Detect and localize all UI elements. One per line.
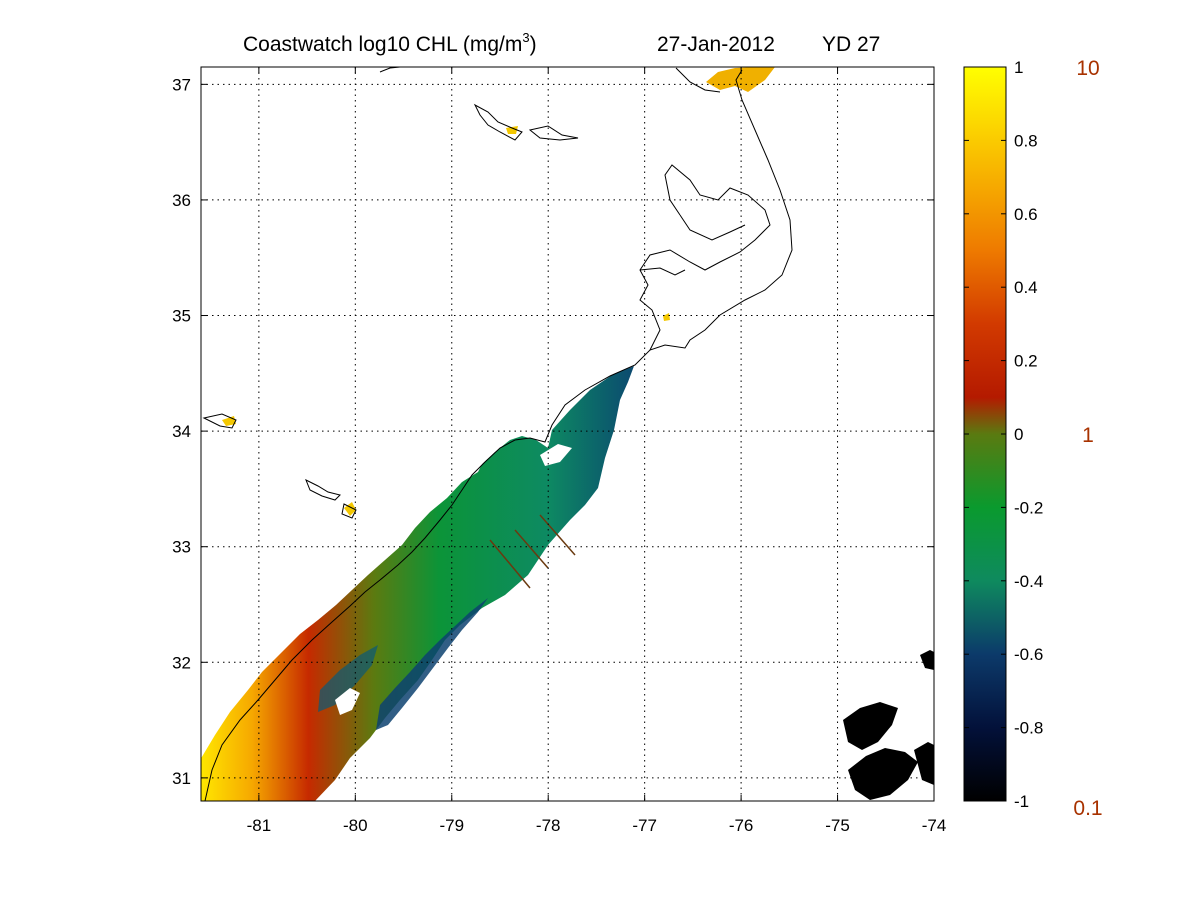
lon-tick-label: -78	[536, 816, 561, 835]
offshore-low-chl-patch	[376, 598, 488, 730]
colorbar-tick-label: -0.4	[1014, 572, 1043, 591]
colorbar-linear-label: 0.1	[1073, 797, 1102, 820]
colorbar-tick-label: 1	[1014, 58, 1023, 77]
lat-tick-label: 37	[172, 75, 191, 94]
lat-tick-label: 34	[172, 422, 191, 441]
lon-tick-label: -75	[825, 816, 850, 835]
lon-tick-label: -77	[632, 816, 657, 835]
lon-tick-label: -76	[729, 816, 754, 835]
coastline	[202, 67, 793, 801]
colorbar-tick-label: -0.8	[1014, 719, 1043, 738]
coastal-plume	[201, 366, 634, 801]
title-superscript: 3	[522, 30, 529, 45]
lon-tick-label: -74	[922, 816, 947, 835]
colorbar-tick-label: 0.2	[1014, 352, 1038, 371]
map-frame	[200, 66, 935, 802]
colorbar-tick-label: 0.8	[1014, 131, 1038, 150]
lon-tick-label: -80	[343, 816, 368, 835]
transect-line	[489, 539, 531, 589]
colorbar	[963, 66, 1007, 802]
lat-tick-label: 33	[172, 538, 191, 557]
map-date: 27-Jan-2012	[657, 33, 775, 56]
latitude-axis: 31 32 33 34 35 36 37	[172, 75, 934, 788]
colorbar-axis: 1 0.8 0.6 0.4 0.2 0 -0.2 -0.4 -0.6 -0.8 -1	[964, 58, 1043, 811]
colorbar-linear-labels: 10 1 0.1	[1073, 57, 1102, 820]
lat-tick-label: 32	[172, 653, 191, 672]
offshore-dark-patch	[843, 702, 898, 750]
colorbar-tick-label: -0.6	[1014, 645, 1043, 664]
colorbar-linear-label: 10	[1076, 57, 1099, 80]
colorbar-tick-label: -1	[1014, 792, 1029, 811]
chlorophyll-field	[201, 67, 934, 801]
lon-tick-label: -79	[439, 816, 464, 835]
lon-tick-label: -81	[247, 816, 272, 835]
map-title: Coastwatch log10 CHL (mg/m3)	[243, 30, 537, 56]
mid-blue-patch	[318, 645, 378, 712]
map-yearday: YD 27	[822, 33, 880, 56]
map-gridlines	[201, 67, 934, 801]
lat-tick-label: 36	[172, 191, 191, 210]
colorbar-tick-label: 0	[1014, 425, 1023, 444]
lat-tick-label: 35	[172, 307, 191, 326]
transect-line	[539, 514, 576, 556]
lat-tick-label: 31	[172, 769, 191, 788]
longitude-axis: -81 -80 -79 -78 -77 -76 -75 -74	[247, 67, 947, 835]
colorbar-tick-label: -0.2	[1014, 498, 1043, 517]
colorbar-tick-label: 0.6	[1014, 205, 1038, 224]
chesapeake-plume	[706, 67, 775, 92]
colorbar-linear-label: 1	[1082, 424, 1094, 447]
transect-line	[514, 529, 549, 569]
colorbar-tick-label: 0.4	[1014, 278, 1038, 297]
